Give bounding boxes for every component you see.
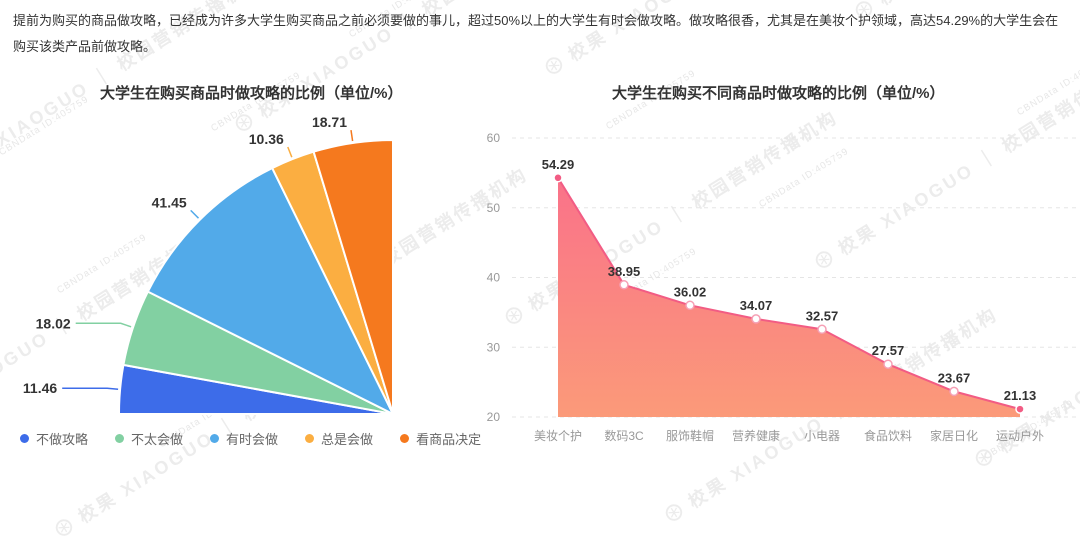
legend-label: 不太会做 bbox=[131, 432, 184, 447]
legend-item-1[interactable]: 不太会做 bbox=[115, 429, 183, 448]
point-value-label: 21.13 bbox=[1004, 388, 1037, 403]
pie-label-line bbox=[75, 322, 132, 328]
legend-dot-icon bbox=[400, 434, 410, 443]
y-tick-label: 50 bbox=[487, 201, 501, 215]
pie-value-label: 18.02 bbox=[36, 315, 71, 331]
legend-item-2[interactable]: 有时会做 bbox=[210, 429, 278, 448]
pie-value-label: 11.46 bbox=[23, 380, 57, 396]
point-value-label: 34.07 bbox=[740, 298, 773, 313]
xiaoguo-logo-icon: ⊛ bbox=[657, 494, 690, 530]
point-value-label: 38.95 bbox=[608, 264, 641, 279]
legend-label: 有时会做 bbox=[226, 432, 279, 447]
data-point-0[interactable] bbox=[553, 173, 563, 183]
legend-dot-icon bbox=[305, 434, 315, 443]
x-tick-label: 小电器 bbox=[804, 429, 840, 443]
intro-paragraph: 提前为购买的商品做攻略，已经成为许多大学生购买商品之前必须要做的事儿，超过50%… bbox=[13, 13, 1059, 54]
x-tick-label: 美妆个护 bbox=[534, 429, 582, 443]
point-value-label: 27.57 bbox=[872, 343, 905, 358]
legend-dot-icon bbox=[115, 434, 125, 443]
y-tick-label: 60 bbox=[487, 131, 501, 145]
point-value-label: 36.02 bbox=[674, 284, 707, 299]
point-value-label: 23.67 bbox=[938, 370, 971, 385]
data-point-1[interactable] bbox=[619, 280, 629, 290]
data-point-5[interactable] bbox=[883, 359, 893, 369]
y-tick-label: 40 bbox=[487, 271, 501, 285]
x-tick-label: 家居日化 bbox=[930, 428, 978, 443]
legend-dot-icon bbox=[20, 434, 29, 443]
pie-label-line bbox=[350, 129, 354, 142]
legend-dot-icon bbox=[210, 434, 220, 443]
legend-label: 总是会做 bbox=[321, 432, 374, 447]
point-value-label: 32.57 bbox=[806, 308, 839, 323]
xiaoguo-logo-icon: ⊛ bbox=[47, 509, 80, 544]
pie-label-line bbox=[190, 209, 200, 219]
legend-label: 不做攻略 bbox=[36, 432, 89, 447]
x-tick-label: 服饰鞋帽 bbox=[666, 428, 714, 443]
legend-item-0[interactable]: 不做攻略 bbox=[20, 429, 88, 448]
pie-value-label: 18.71 bbox=[312, 114, 347, 130]
data-point-7[interactable] bbox=[1015, 404, 1025, 414]
pie-value-label: 10.36 bbox=[249, 131, 284, 147]
legend-label: 看商品决定 bbox=[416, 432, 482, 447]
pie-slice-2[interactable] bbox=[146, 167, 394, 415]
area-line bbox=[557, 177, 1021, 411]
data-point-4[interactable] bbox=[817, 324, 827, 335]
legend-item-4[interactable]: 看商品决定 bbox=[400, 429, 481, 448]
x-tick-label: 数码3C bbox=[604, 428, 644, 443]
y-tick-label: 20 bbox=[487, 410, 501, 424]
y-tick-label: 30 bbox=[487, 340, 501, 354]
pie-value-label: 41.45 bbox=[152, 194, 187, 210]
pie-slice-4[interactable] bbox=[312, 138, 394, 415]
x-tick-label: 运动户外 bbox=[996, 428, 1044, 443]
x-tick-label: 营养健康 bbox=[732, 428, 780, 443]
pie-legend: 不做攻略 不太会做 有时会做 总是会做 看商品决定 bbox=[20, 429, 481, 448]
data-point-2[interactable] bbox=[685, 300, 695, 311]
pie-label-line bbox=[62, 387, 119, 390]
data-point-6[interactable] bbox=[949, 386, 959, 397]
area-chart-title: 大学生在购买不同商品时做攻略的比例（单位/%） bbox=[612, 85, 945, 102]
point-value-label: 54.29 bbox=[542, 157, 575, 172]
charts-canvas: 11.46 18.02 41.45 10.36 18.71 20 30 40 50 60 54.29… bbox=[23, 114, 1078, 443]
area-fill[interactable] bbox=[558, 177, 1020, 417]
legend-item-3[interactable]: 总是会做 bbox=[305, 429, 373, 448]
pie-chart-title: 大学生在购买商品时做攻略的比例（单位/%） bbox=[100, 85, 403, 102]
x-tick-label: 食品饮料 bbox=[864, 428, 912, 443]
data-point-3[interactable] bbox=[751, 314, 761, 324]
pie-label-line bbox=[287, 146, 293, 158]
